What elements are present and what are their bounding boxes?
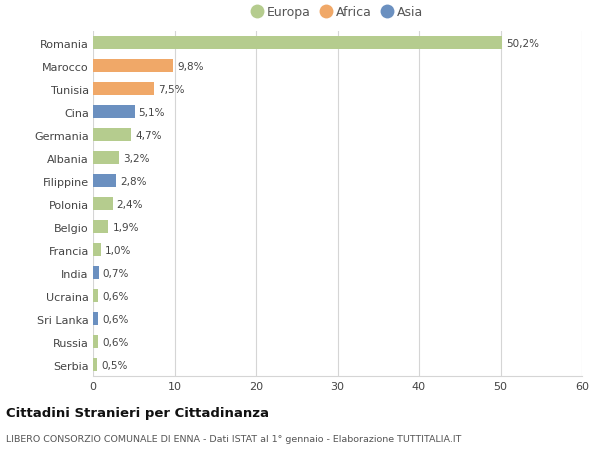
Text: 0,6%: 0,6%: [102, 314, 128, 324]
Text: 0,5%: 0,5%: [101, 360, 128, 370]
Bar: [93, 244, 101, 257]
Text: 5,1%: 5,1%: [139, 107, 165, 118]
Text: 3,2%: 3,2%: [123, 153, 149, 163]
Bar: [93, 129, 131, 142]
Text: 0,6%: 0,6%: [102, 291, 128, 301]
Text: 1,9%: 1,9%: [113, 222, 139, 232]
Bar: [93, 267, 99, 280]
Bar: [93, 37, 502, 50]
Text: 0,6%: 0,6%: [102, 337, 128, 347]
Bar: [93, 313, 98, 325]
Bar: [93, 290, 98, 302]
Text: 1,0%: 1,0%: [105, 245, 131, 255]
Bar: [93, 358, 97, 371]
Text: 9,8%: 9,8%: [177, 62, 203, 72]
Text: 7,5%: 7,5%: [158, 84, 185, 95]
Bar: [93, 152, 119, 165]
Bar: [93, 175, 116, 188]
Bar: [93, 60, 173, 73]
Bar: [93, 106, 134, 119]
Bar: [93, 83, 154, 96]
Text: 4,7%: 4,7%: [136, 130, 162, 140]
Legend: Europa, Africa, Asia: Europa, Africa, Asia: [250, 4, 425, 22]
Text: LIBERO CONSORZIO COMUNALE DI ENNA - Dati ISTAT al 1° gennaio - Elaborazione TUTT: LIBERO CONSORZIO COMUNALE DI ENNA - Dati…: [6, 434, 461, 443]
Text: 50,2%: 50,2%: [506, 39, 539, 49]
Text: 2,4%: 2,4%: [116, 199, 143, 209]
Bar: [93, 336, 98, 348]
Text: Cittadini Stranieri per Cittadinanza: Cittadini Stranieri per Cittadinanza: [6, 406, 269, 419]
Bar: [93, 198, 113, 211]
Text: 2,8%: 2,8%: [120, 176, 146, 186]
Text: 0,7%: 0,7%: [103, 268, 129, 278]
Bar: [93, 221, 109, 234]
